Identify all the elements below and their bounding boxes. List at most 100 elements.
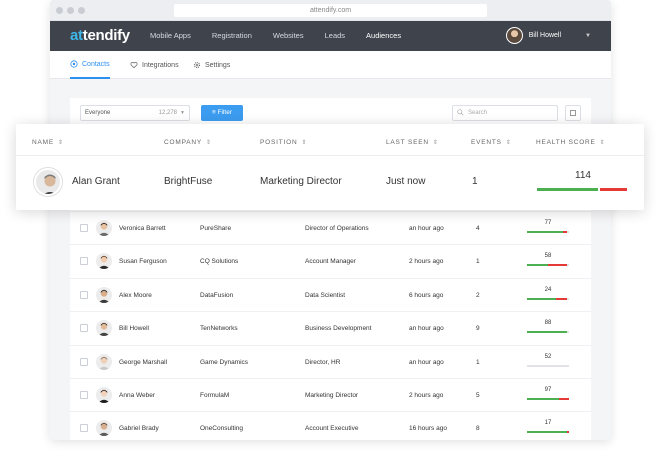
sort-icon: ⇕	[205, 140, 212, 146]
contact-company: PureShare	[200, 225, 232, 232]
grid-icon	[570, 110, 576, 116]
health-bar-bad	[562, 231, 567, 233]
column-health-label: HEALTH SCORE	[536, 139, 596, 146]
health-score: 114	[537, 170, 629, 194]
logo-text: tendify	[82, 27, 130, 44]
column-name[interactable]: NAME ⇕	[32, 124, 64, 162]
contact-name[interactable]: Bill Howell	[119, 325, 149, 333]
row-checkbox[interactable]	[80, 357, 88, 366]
contact-company: OneConsulting	[200, 425, 243, 433]
nav-leads[interactable]: Leads	[324, 31, 346, 40]
row-checkbox[interactable]	[80, 224, 88, 232]
column-health-score[interactable]: HEALTH SCORE ⇕	[536, 124, 606, 162]
row-checkbox[interactable]	[80, 257, 88, 266]
tab-integrations[interactable]: Integrations	[130, 51, 179, 79]
user-menu[interactable]: Bill Howell ▼	[505, 27, 591, 44]
health-score-value: 17	[544, 420, 552, 427]
nav-mobile-apps[interactable]: Mobile Apps	[150, 31, 191, 40]
nav-websites[interactable]: Websites	[272, 31, 304, 40]
segment-select[interactable]: Everyone 12,278 ▼	[80, 105, 190, 121]
attendify-logo[interactable]: attendify	[70, 27, 130, 44]
contact-name[interactable]: George Marshall	[119, 358, 168, 366]
contact-position: Marketing Director	[305, 392, 359, 399]
address-bar[interactable]: attendify.com	[174, 4, 487, 17]
contacts-toolbar: Everyone 12,278 ▼ ≡ Filter Search	[80, 105, 581, 121]
table-row[interactable]: Susan Ferguson CQ Solutions Account Manage…	[70, 244, 591, 277]
user-avatar	[505, 27, 523, 44]
contact-name[interactable]: Alex Moore	[119, 291, 152, 299]
tab-settings[interactable]: Settings	[193, 51, 230, 79]
contact-last-seen: Just now	[386, 176, 426, 187]
column-company[interactable]: COMPANY ⇕	[164, 124, 212, 162]
table-row[interactable]: Bill Howell TenNetworks Business Developme…	[70, 311, 591, 344]
minimize-window-dot[interactable]	[67, 7, 74, 14]
contact-events: 9	[476, 325, 480, 333]
contact-events: 2	[476, 291, 480, 299]
row-checkbox[interactable]	[80, 324, 88, 333]
health-bar	[527, 297, 569, 300]
contact-name[interactable]: Veronica Barrett	[119, 225, 166, 232]
health-bar	[527, 264, 569, 267]
filter-icon: ≡	[211, 109, 216, 116]
highlighted-contact-card: NAME ⇕ COMPANY ⇕ POSITION ⇕ LAST SEEN ⇕ EVEN…	[16, 124, 644, 210]
column-events[interactable]: EVENTS ⇕	[471, 124, 512, 162]
contact-name[interactable]: Susan Ferguson	[119, 258, 167, 266]
health-score: 77	[527, 220, 569, 236]
table-row[interactable]: George Marshall Game Dynamics Director, HR…	[70, 344, 591, 378]
contact-company: FormulaM	[200, 392, 230, 399]
health-score: 97	[527, 387, 569, 403]
filter-button[interactable]: ≡ Filter	[201, 105, 243, 121]
search-icon	[457, 109, 464, 116]
segment-count: 12,278	[158, 110, 177, 116]
nav-audiences[interactable]: Audiences	[366, 31, 402, 40]
contact-name[interactable]: Alan Grant	[72, 176, 120, 187]
column-events-label: EVENTS	[471, 139, 502, 146]
health-bar-good	[527, 398, 559, 400]
contact-last-seen: an hour ago	[409, 358, 444, 366]
health-bar	[527, 331, 569, 334]
avatar	[96, 286, 112, 303]
avatar	[96, 387, 112, 403]
search-input[interactable]: Search	[452, 105, 558, 121]
contact-position: Data Scientist	[305, 291, 346, 299]
view-toggle-button[interactable]	[565, 105, 581, 121]
table-row-highlighted[interactable]: Alan Grant BrightFuse Marketing Director…	[16, 156, 644, 210]
contact-events: 1	[476, 258, 480, 266]
contact-name[interactable]: Gabriel Brady	[119, 425, 159, 433]
contact-company: DataFusion	[200, 291, 234, 299]
table-row[interactable]: Alex Moore DataFusion Data Scientist 6 hour…	[70, 277, 591, 311]
row-checkbox[interactable]	[80, 290, 88, 299]
column-position-label: POSITION	[260, 139, 298, 146]
contact-company: Game Dynamics	[200, 358, 249, 366]
close-window-dot[interactable]	[56, 7, 63, 14]
table-row[interactable]: Gabriel Brady OneConsulting Account Execut…	[70, 411, 591, 440]
table-row[interactable]: Veronica Barrett PureShare Director of Ope…	[70, 211, 591, 244]
table-row[interactable]: Anna Weber FormulaM Marketing Director 2 ho…	[70, 378, 591, 411]
health-score: 52	[527, 354, 569, 370]
maximize-window-dot[interactable]	[78, 7, 85, 14]
sort-icon: ⇕	[432, 140, 439, 146]
contact-position: Business Development	[305, 325, 372, 333]
row-checkbox[interactable]	[80, 424, 88, 433]
contact-last-seen: 2 hours ago	[409, 258, 444, 266]
contact-position: Director of Operations	[305, 225, 369, 232]
logo-accent: at	[70, 27, 83, 44]
column-position[interactable]: POSITION ⇕	[260, 124, 307, 162]
contact-last-seen: 6 hours ago	[409, 291, 444, 299]
sort-icon: ⇕	[57, 140, 64, 146]
contact-events: 1	[472, 176, 478, 187]
column-last-seen-label: LAST SEEN	[386, 139, 429, 146]
contact-name[interactable]: Anna Weber	[119, 392, 156, 399]
health-bar	[527, 364, 569, 367]
row-checkbox[interactable]	[80, 391, 88, 399]
sort-icon: ⇕	[301, 140, 308, 146]
column-last-seen[interactable]: LAST SEEN ⇕	[386, 124, 439, 162]
gear-icon	[193, 61, 201, 69]
nav-registration[interactable]: Registration	[211, 31, 252, 40]
contact-company: CQ Solutions	[200, 258, 239, 266]
tab-settings-label: Settings	[205, 61, 231, 69]
health-score: 88	[527, 320, 569, 336]
health-score-value: 97	[544, 387, 552, 393]
tab-contacts[interactable]: Contacts	[70, 51, 110, 79]
health-bar-bad	[558, 398, 569, 400]
